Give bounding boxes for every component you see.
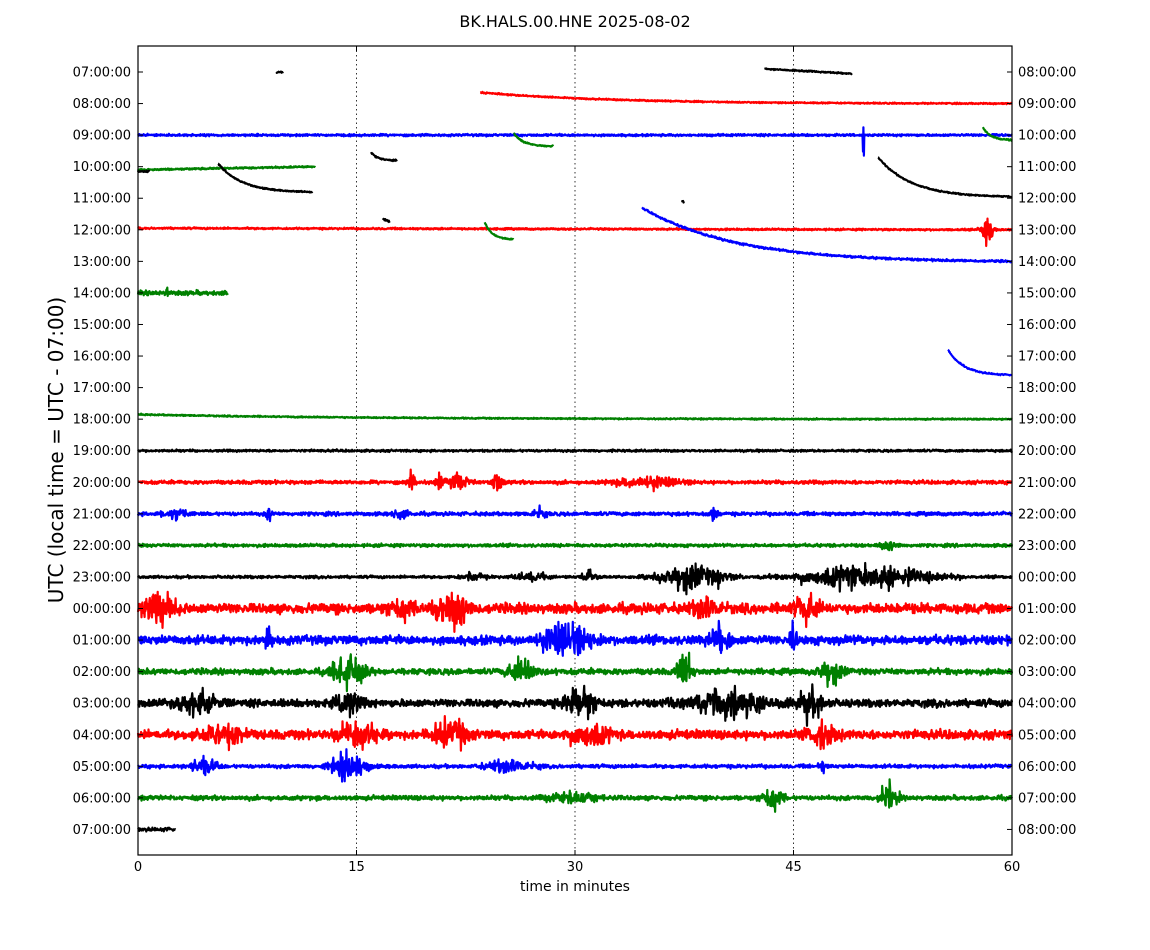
trace-row-13 [137,468,1013,493]
trace-row-18 [137,619,1014,657]
left-time-label: 03:00:00 [73,697,131,712]
right-time-label: 05:00:00 [1018,728,1076,743]
right-time-label: 11:00:00 [1018,160,1076,175]
x-axis-label: time in minutes [520,879,630,895]
right-time-label: 12:00:00 [1018,192,1076,207]
right-time-label: 04:00:00 [1018,697,1076,712]
right-time-label: 22:00:00 [1018,507,1076,522]
trace-row-1 [479,90,1013,106]
right-time-label: 02:00:00 [1018,634,1076,649]
right-time-label: 19:00:00 [1018,413,1076,428]
chart-title: BK.HALS.00.HNE 2025-08-02 [459,12,690,31]
left-time-label: 22:00:00 [73,539,131,554]
trace-row-6 [641,206,1013,264]
trace-row-0 [275,70,284,75]
right-time-label: 08:00:00 [1018,823,1076,838]
left-time-label: 21:00:00 [73,507,131,522]
left-time-label: 01:00:00 [73,634,131,649]
trace-row-3 [217,162,314,194]
right-time-label: 20:00:00 [1018,444,1076,459]
left-time-label: 18:00:00 [73,413,131,428]
left-time-label: 17:00:00 [73,381,131,396]
trace-row-9 [947,348,1013,377]
right-time-label: 10:00:00 [1018,129,1076,144]
left-time-label: 00:00:00 [73,602,131,617]
trace-row-12 [137,448,1013,454]
trace-row-2 [981,126,1013,142]
left-time-label: 13:00:00 [73,255,131,270]
trace-row-24 [137,826,177,833]
left-time-label: 20:00:00 [73,476,131,491]
trace-row-4 [381,217,391,224]
right-time-label: 09:00:00 [1018,97,1076,112]
trace-row-11 [137,412,1013,422]
left-time-label: 09:00:00 [73,129,131,144]
right-time-label: 18:00:00 [1018,381,1076,396]
left-time-label: 04:00:00 [73,728,131,743]
x-axis-ticks: 0 15 30 45 60 [134,46,1020,875]
left-time-label: 12:00:00 [73,223,131,238]
trace-row-7 [136,286,229,298]
trace-row-3 [877,156,1013,199]
trace-row-2 [513,132,555,148]
right-time-label: 00:00:00 [1018,570,1076,585]
trace-row-2 [137,126,1013,157]
trace-row-22 [137,748,1013,783]
right-time-label: 17:00:00 [1018,350,1076,365]
trace-row-3 [136,165,317,172]
trace-row-15 [137,541,1014,552]
trace-row-21 [136,714,1014,752]
right-time-label: 14:00:00 [1018,255,1076,270]
right-time-label: 21:00:00 [1018,476,1076,491]
left-time-label: 05:00:00 [73,760,131,775]
x-tick-label: 30 [567,860,584,875]
left-time-label: 16:00:00 [73,350,131,365]
right-time-label: 08:00:00 [1018,66,1076,81]
right-time-label: 16:00:00 [1018,318,1076,333]
right-time-label: 03:00:00 [1018,665,1076,680]
x-tick-label: 0 [134,860,142,875]
left-time-labels: 07:00:00 08:00:00 09:00:00 10:00:00 11:00:00… [73,66,143,838]
y-axis-label: UTC (local time = UTC - 07:00) [44,297,68,603]
x-tick-label: 60 [1004,860,1021,875]
trace-row-14 [136,504,1014,523]
trace-row-4 [680,199,686,204]
trace-row-17 [136,590,1014,634]
left-time-label: 10:00:00 [73,160,131,175]
left-time-label: 08:00:00 [73,97,131,112]
right-time-label: 15:00:00 [1018,286,1076,301]
right-time-label: 07:00:00 [1018,791,1076,806]
trace-row-3 [370,151,398,163]
right-time-label: 06:00:00 [1018,760,1076,775]
left-time-label: 14:00:00 [73,286,131,301]
left-time-label: 07:00:00 [73,823,131,838]
left-time-label: 19:00:00 [73,444,131,459]
left-time-label: 15:00:00 [73,318,131,333]
left-time-label: 06:00:00 [73,791,131,806]
left-time-label: 07:00:00 [73,66,131,81]
left-time-label: 23:00:00 [73,570,131,585]
seismic-traces [136,67,1014,833]
trace-row-5 [483,221,515,241]
x-tick-label: 15 [348,860,365,875]
trace-row-16 [136,561,1013,596]
trace-row-0 [763,67,853,76]
x-tick-label: 45 [785,860,802,875]
right-time-label: 23:00:00 [1018,539,1076,554]
right-time-label: 13:00:00 [1018,223,1076,238]
trace-row-5 [137,217,1013,248]
trace-row-19 [137,651,1014,693]
left-time-label: 11:00:00 [73,192,131,207]
right-time-label: 01:00:00 [1018,602,1076,617]
right-time-labels: 08:00:00 09:00:00 10:00:00 11:00:00 12:00:00… [1007,66,1076,838]
trace-row-20 [137,683,1014,727]
left-time-label: 02:00:00 [73,665,131,680]
trace-row-23 [137,778,1014,813]
trace-row-3 [136,169,151,174]
